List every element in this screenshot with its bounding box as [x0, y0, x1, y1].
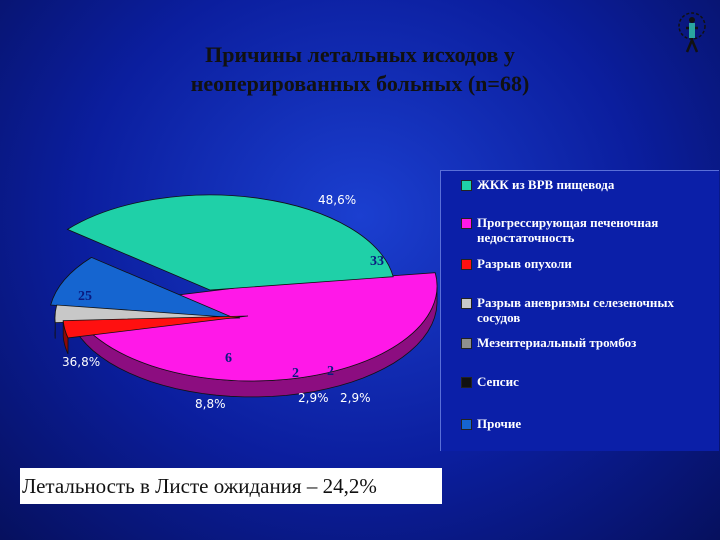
- legend-swatch: [461, 419, 472, 430]
- legend-swatch: [461, 218, 472, 229]
- legend-label: Прогрессирующая печеночная недостаточнос…: [477, 215, 659, 245]
- percent-label-1: 48,6%: [318, 193, 356, 207]
- legend-swatch: [461, 298, 472, 309]
- percent-label-0: 36,8%: [62, 355, 100, 369]
- pie-slice-top-6: [50, 256, 235, 319]
- pie-slice-0: [66, 194, 394, 291]
- person-tree-logo-icon: [678, 12, 706, 53]
- slide-title-line-2: неоперированных больных (n=68): [190, 71, 530, 96]
- pie-slice-6: [50, 256, 235, 319]
- footer-text: Летальность в Листе ожидания –: [22, 474, 323, 498]
- percent-label-2: 2,9%: [340, 391, 371, 405]
- legend-item: Прочие: [461, 416, 701, 431]
- value-label-6: 6: [225, 351, 232, 366]
- slide-title: Причины летальных исходов у неоперирован…: [100, 40, 620, 98]
- value-label-2: 2: [327, 364, 334, 379]
- legend-item: Прогрессирующая печеночная недостаточнос…: [461, 215, 701, 245]
- legend-label: Сепсис: [477, 374, 519, 389]
- legend-swatch: [461, 180, 472, 191]
- legend-label: ЖКК из ВРВ пищевода: [477, 177, 615, 192]
- legend-item: Разрыв аневризмы селезеночных сосудов: [461, 295, 701, 325]
- legend-item: Разрыв опухоли: [461, 256, 701, 271]
- legend-label: Прочие: [477, 416, 522, 431]
- footer-value: 24,2%: [322, 474, 377, 498]
- percent-label-3: 2,9%: [298, 391, 329, 405]
- pie-slice-top-2: [62, 315, 249, 339]
- percent-label-6: 8,8%: [195, 397, 226, 411]
- legend-item: ЖКК из ВРВ пищевода: [461, 177, 701, 192]
- pie-slice-2: [62, 315, 249, 355]
- legend-swatch: [461, 338, 472, 349]
- footer-note: Летальность в Листе ожидания – 24,2%: [20, 468, 442, 504]
- legend-swatch: [461, 377, 472, 388]
- legend-label: Разрыв опухоли: [477, 256, 572, 271]
- value-label-3: 2: [292, 366, 299, 381]
- legend-item: Мезентериальный тромбоз: [461, 335, 701, 350]
- value-label-0: 25: [78, 289, 92, 304]
- legend-swatch: [461, 259, 472, 270]
- legend-label: Разрыв аневризмы селезеночных сосудов: [477, 295, 674, 325]
- legend-item: Сепсис: [461, 374, 701, 389]
- value-label-1: 33: [370, 254, 384, 269]
- slide-title-line-1: Причины летальных исходов у: [205, 42, 515, 67]
- pie-slice-top-0: [66, 194, 394, 291]
- chart-legend: ЖКК из ВРВ пищевода Прогрессирующая печен…: [440, 170, 719, 451]
- legend-label: Мезентериальный тромбоз: [477, 335, 637, 350]
